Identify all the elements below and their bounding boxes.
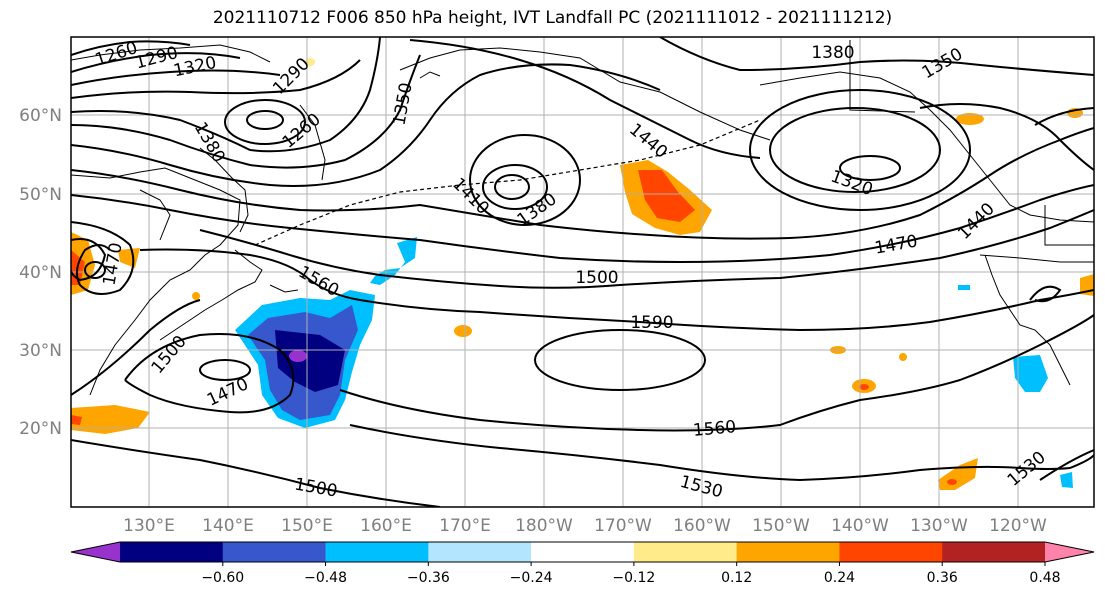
lon-tick-label: 170°W	[594, 516, 652, 536]
contour-label: 1560	[295, 262, 342, 301]
contour-label: 1500	[293, 474, 339, 501]
contour-label: 1380	[190, 119, 229, 166]
lon-tick-label: 130°E	[123, 516, 175, 536]
lat-tick-label: 60°N	[19, 106, 62, 126]
lon-axis: 130°E 140°E 150°E 160°E 170°E 180°W 170°…	[123, 516, 1047, 536]
colorbar-swatch	[120, 542, 224, 562]
colorbar-swatch	[531, 542, 635, 562]
lon-tick-label: 140°W	[831, 516, 889, 536]
lat-tick-label: 40°N	[19, 263, 62, 283]
lon-tick-label: 150°W	[752, 516, 810, 536]
contour-label: 1470	[99, 241, 126, 287]
lon-tick-label: 160°E	[360, 516, 412, 536]
lon-tick-label: 180°W	[515, 516, 573, 536]
colorbar-tick-label: 0.12	[721, 570, 752, 586]
contour-label: 1320	[828, 167, 875, 201]
map-frame	[70, 36, 1095, 508]
contour-label: 1350	[919, 44, 966, 83]
contour-label: 1260	[279, 110, 325, 153]
ivt-shading	[71, 58, 1094, 490]
colorbar-swatch	[839, 542, 943, 562]
colorbar-tick-label: 0.24	[824, 570, 855, 586]
contour-label: 1350	[389, 81, 416, 127]
lat-tick-label: 30°N	[19, 341, 62, 361]
lon-tick-label: 130°W	[910, 516, 968, 536]
colorbar-swatch	[942, 542, 1046, 562]
contour-label: 1470	[873, 231, 919, 258]
track-line	[254, 119, 761, 246]
colorbar-swatch	[633, 542, 738, 562]
lat-tick-label: 50°N	[19, 185, 62, 205]
lon-tick-label: 140°E	[202, 516, 254, 536]
contour-label: 1440	[954, 199, 999, 244]
height-contours	[71, 37, 1094, 507]
colorbar-tick-label: −0.60	[201, 570, 244, 586]
lon-tick-label: 120°W	[989, 516, 1047, 536]
contour-label: 1590	[630, 313, 673, 333]
colorbar-tick-label: 0.48	[1029, 570, 1060, 586]
colorbar-swatch	[222, 542, 327, 562]
lon-tick-label: 160°W	[673, 516, 731, 536]
lat-tick-label: 20°N	[19, 419, 62, 439]
colorbar-swatch	[1045, 542, 1094, 562]
colorbar-swatch	[71, 542, 120, 562]
colorbar-tick-label: −0.36	[407, 570, 450, 586]
contour-label: 1530	[678, 472, 725, 503]
colorbar-swatch	[736, 542, 840, 562]
colorbar-outline	[70, 541, 1095, 563]
contour-label: 1380	[811, 43, 854, 63]
colorbar-swatch	[428, 542, 532, 562]
colorbar-tick-label: −0.24	[510, 570, 553, 586]
colorbar-tick-label: −0.48	[304, 570, 347, 586]
ivt-negative-min	[289, 350, 307, 362]
contour-label: 1560	[692, 417, 737, 441]
lon-tick-label: 150°E	[281, 516, 333, 536]
colorbar-swatch	[325, 542, 429, 562]
lon-tick-label: 170°E	[439, 516, 491, 536]
colorbar: −0.60 −0.48 −0.36 −0.24 −0.12 0.12 0.24 0.36 0.4…	[70, 541, 1095, 586]
map-title: 2021110712 F006 850 hPa height, IVT Land…	[212, 8, 893, 28]
colorbar-tick-label: −0.12	[612, 570, 655, 586]
contour-label: 1500	[575, 268, 618, 288]
lat-axis: 60°N 50°N 40°N 30°N 20°N	[19, 106, 62, 439]
colorbar-tick-label: 0.36	[927, 570, 958, 586]
